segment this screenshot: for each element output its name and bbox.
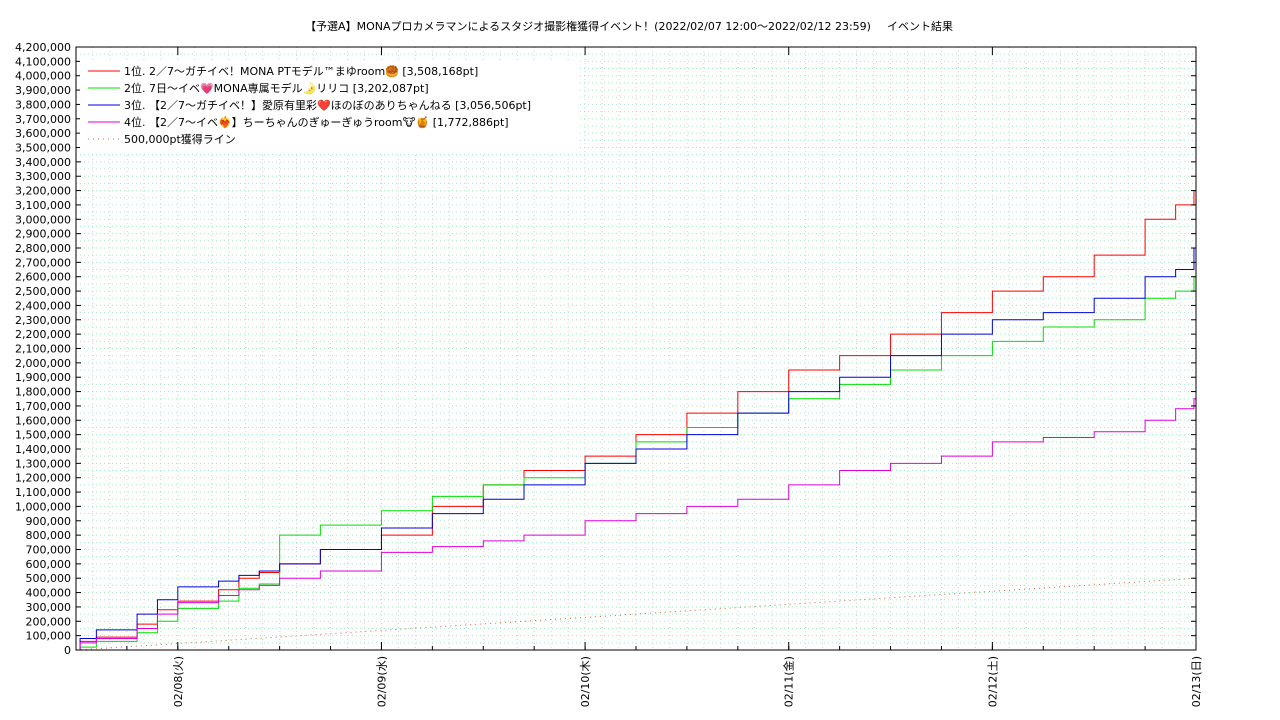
y-tick-label: 2,500,000 bbox=[15, 285, 71, 298]
y-tick-label: 1,900,000 bbox=[15, 371, 71, 384]
y-tick-label: 2,100,000 bbox=[15, 343, 71, 356]
chart-title: 【予選A】MONAプロカメラマンによるスタジオ撮影権獲得イベント！(2022/0… bbox=[305, 19, 871, 33]
x-tick-label: 02/10(木) bbox=[579, 656, 592, 707]
y-tick-label: 3,200,000 bbox=[15, 185, 71, 198]
y-tick-label: 1,000,000 bbox=[15, 500, 71, 513]
y-tick-label: 3,500,000 bbox=[15, 142, 71, 155]
x-tick-label: 02/12(土) bbox=[986, 656, 999, 707]
y-tick-label: 3,000,000 bbox=[15, 213, 71, 226]
x-tick-label: 02/09(水) bbox=[375, 656, 388, 707]
y-tick-label: 3,100,000 bbox=[15, 199, 71, 212]
y-tick-label: 3,600,000 bbox=[15, 127, 71, 140]
y-tick-label: 800,000 bbox=[26, 529, 72, 542]
legend-background bbox=[80, 60, 580, 152]
y-tick-label: 3,400,000 bbox=[15, 156, 71, 169]
legend-label-5: 500,000pt獲得ライン bbox=[124, 133, 236, 146]
x-tick-label: 02/11(金) bbox=[782, 656, 796, 707]
y-tick-label: 1,600,000 bbox=[15, 414, 71, 427]
x-tick-label: 02/08(火) bbox=[172, 656, 185, 707]
y-tick-label: 2,600,000 bbox=[15, 271, 71, 284]
y-tick-label: 300,000 bbox=[26, 601, 72, 614]
y-tick-label: 2,300,000 bbox=[15, 314, 71, 327]
legend: 1位. 2／7〜ガチイベ！MONA PTモデル™まゆroom🥮 [3,508,1… bbox=[80, 60, 580, 152]
y-tick-label: 1,400,000 bbox=[15, 443, 71, 456]
y-tick-label: 500,000 bbox=[26, 572, 72, 585]
series-line-3 bbox=[76, 211, 1197, 651]
y-tick-label: 2,000,000 bbox=[15, 357, 71, 370]
y-tick-label: 2,700,000 bbox=[15, 256, 71, 269]
y-tick-label: 4,100,000 bbox=[15, 55, 71, 68]
legend-label-3: 3位. 【2／7〜ガチイベ！】愛原有里彩❤️ほのぼのありちゃんねる [3,056… bbox=[124, 98, 531, 112]
legend-label-2: 2位. 7日〜イベ💗MONA専属モデル🌛リリコ [3,202,087pt] bbox=[124, 81, 429, 95]
y-tick-label: 400,000 bbox=[26, 587, 72, 600]
y-tick-label: 3,900,000 bbox=[15, 84, 71, 97]
y-tick-label: 3,700,000 bbox=[15, 113, 71, 126]
y-tick-label: 200,000 bbox=[26, 615, 72, 628]
y-tick-label: 1,500,000 bbox=[15, 429, 71, 442]
y-tick-label: 1,200,000 bbox=[15, 472, 71, 485]
y-tick-label: 1,300,000 bbox=[15, 457, 71, 470]
legend-label-4: 4位. 【2／7〜イベ❤️‍🔥】ちーちゃんのぎゅーぎゅうroom🐮🍯 [1,77… bbox=[124, 115, 509, 129]
y-tick-label: 4,000,000 bbox=[15, 70, 71, 83]
y-tick-label: 4,200,000 bbox=[15, 41, 71, 54]
y-tick-label: 3,300,000 bbox=[15, 170, 71, 183]
chart-subtitle: イベント結果 bbox=[887, 19, 953, 33]
series-layer bbox=[75, 146, 1197, 651]
series-line-4 bbox=[76, 395, 1197, 651]
legend-label-1: 1位. 2／7〜ガチイベ！MONA PTモデル™まゆroom🥮 [3,508,1… bbox=[124, 64, 478, 78]
x-tick-label: 02/13(日) bbox=[1190, 656, 1203, 707]
y-tick-label: 100,000 bbox=[26, 630, 72, 643]
y-tick-label: 1,100,000 bbox=[15, 486, 71, 499]
y-tick-label: 0 bbox=[64, 644, 71, 657]
y-tick-label: 700,000 bbox=[26, 544, 72, 557]
y-tick-label: 900,000 bbox=[26, 515, 72, 528]
y-tick-label: 2,400,000 bbox=[15, 299, 71, 312]
y-tick-label: 2,800,000 bbox=[15, 242, 71, 255]
y-tick-label: 2,900,000 bbox=[15, 228, 71, 241]
y-tick-label: 600,000 bbox=[26, 558, 72, 571]
y-tick-label: 2,200,000 bbox=[15, 328, 71, 341]
series-line-5 bbox=[75, 577, 1197, 651]
y-tick-label: 3,800,000 bbox=[15, 98, 71, 111]
y-tick-label: 1,700,000 bbox=[15, 400, 71, 413]
y-tick-label: 1,800,000 bbox=[15, 386, 71, 399]
